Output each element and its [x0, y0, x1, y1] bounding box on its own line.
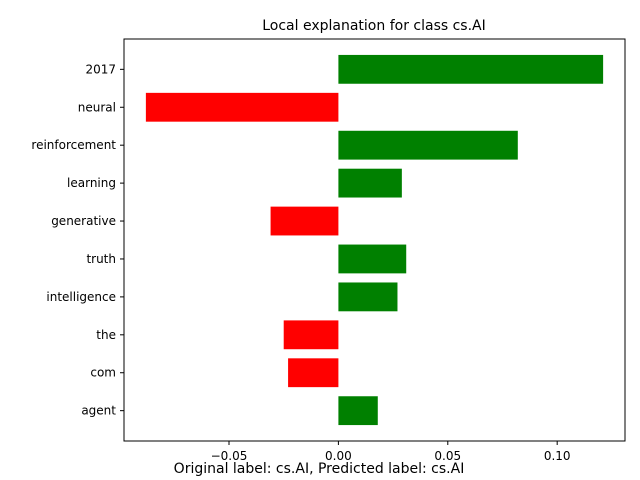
x-tick-label: 0.10	[544, 449, 571, 463]
y-tick-label-agent: agent	[81, 404, 116, 418]
bars-group	[145, 54, 604, 426]
y-tick-label-reinforcement: reinforcement	[31, 138, 116, 152]
bar-agent	[338, 396, 378, 426]
y-tick-label-truth: truth	[86, 252, 116, 266]
y-tick-label-2017: 2017	[85, 62, 116, 76]
bar-com	[288, 358, 339, 388]
y-tick-label-learning: learning	[67, 176, 116, 190]
y-tick-label-com: com	[90, 366, 116, 380]
bar-generative	[270, 206, 339, 236]
bar-learning	[338, 168, 402, 198]
bar-truth	[338, 244, 407, 274]
x-tick-label: 0.05	[434, 449, 461, 463]
y-tick-label-the: the	[96, 328, 116, 342]
x-tick-label: 0.00	[325, 449, 352, 463]
y-tick-label-intelligence: intelligence	[46, 290, 116, 304]
bar-the	[283, 320, 339, 350]
y-tick-label-generative: generative	[51, 214, 116, 228]
x-tick-label: −0.05	[211, 449, 248, 463]
chart-caption: Original label: cs.AI, Predicted label: …	[174, 461, 465, 477]
bar-reinforcement	[338, 130, 518, 160]
plot-frame	[123, 38, 626, 442]
bar-intelligence	[338, 282, 398, 312]
chart-title: Local explanation for class cs.AI	[262, 18, 486, 34]
bar-2017	[338, 54, 604, 84]
x-axis: −0.05 0.00 0.05 0.10	[211, 441, 571, 463]
y-axis: 2017 neural reinforcement learning generativ…	[31, 62, 124, 418]
bar-neural	[145, 92, 339, 122]
y-tick-label-neural: neural	[78, 100, 116, 114]
